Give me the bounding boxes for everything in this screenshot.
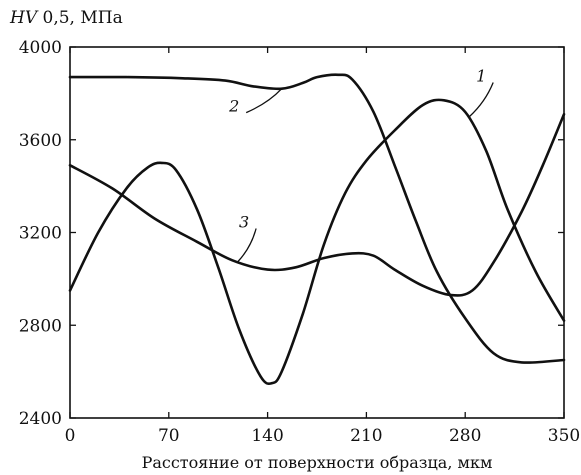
curve-leader-line xyxy=(237,228,257,262)
y-tick-label: 2400 xyxy=(19,409,62,429)
y-tick-label: 2800 xyxy=(19,316,62,336)
series-line-1 xyxy=(68,98,566,386)
x-tick-label: 0 xyxy=(65,426,76,446)
curve-leader-line xyxy=(245,88,283,114)
curve-leader-line xyxy=(468,82,494,118)
y-tick-label: 3600 xyxy=(19,131,62,151)
x-tick-label: 70 xyxy=(158,426,180,446)
y-axis-label: HV 0,5, МПа xyxy=(9,8,123,28)
x-tick-label: 350 xyxy=(548,426,580,446)
curve-number-label: 1 xyxy=(476,67,486,86)
series-line-2 xyxy=(68,73,566,364)
curve-number-label: 2 xyxy=(228,97,239,116)
x-axis-label: Расстояние от поверхности образца, мкм xyxy=(142,453,493,472)
y-axis-label-symbol: HV xyxy=(9,8,39,28)
series-line-3 xyxy=(68,112,566,297)
x-tick-label: 210 xyxy=(350,426,382,446)
y-axis-label-units: 0,5, МПа xyxy=(37,8,123,28)
x-tick-label: 140 xyxy=(251,426,283,446)
plot-frame xyxy=(69,46,565,419)
y-tick-label: 4000 xyxy=(19,38,62,58)
curve-number-label: 3 xyxy=(239,213,249,232)
x-tick-label: 280 xyxy=(449,426,481,446)
y-tick-label: 3200 xyxy=(19,224,62,244)
